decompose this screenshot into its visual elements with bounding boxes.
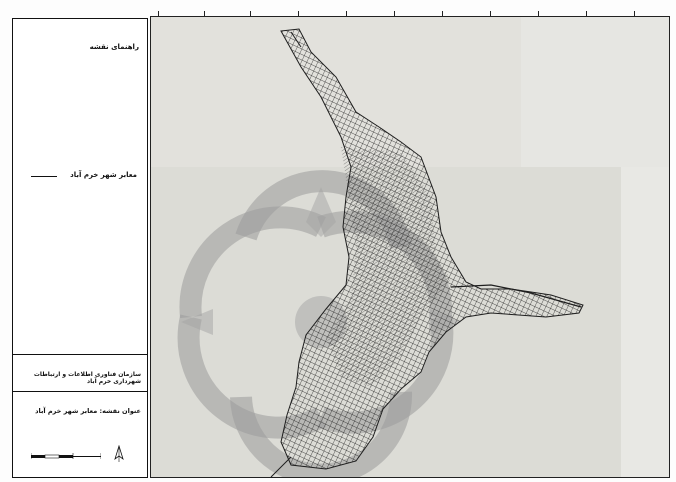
tick-mark	[442, 11, 443, 16]
tick-mark	[250, 11, 251, 16]
tick-mark	[634, 11, 635, 16]
map-title: عنوان نقشه: معابر شهر خرم آباد	[35, 407, 141, 415]
coordinate-ticks	[150, 0, 670, 16]
scale-bar-icon	[31, 453, 101, 459]
tick-mark	[586, 11, 587, 16]
north-arrow-icon	[114, 445, 124, 462]
tick-mark	[538, 11, 539, 16]
street-network	[270, 28, 584, 477]
legend-divider	[13, 391, 147, 392]
legend-panel: راهنمای نقشه معابر شهر خرم آباد سازمان ف…	[12, 18, 148, 478]
tick-mark	[346, 11, 347, 16]
tick-mark	[204, 11, 205, 16]
basemap-tile	[621, 167, 669, 477]
legend-title: راهنمای نقشه	[89, 43, 139, 51]
tick-mark	[158, 11, 159, 16]
organization-label: سازمان فناوری اطلاعات و ارتباطات شهرداری…	[33, 371, 141, 385]
basemap-tile	[521, 17, 669, 167]
legend-divider	[13, 354, 147, 355]
map-frame[interactable]	[150, 16, 670, 478]
legend-item-streets: معابر شهر خرم آباد	[23, 169, 139, 183]
legend-item-label: معابر شهر خرم آباد	[70, 171, 137, 179]
street-line-symbol	[31, 176, 57, 177]
tick-mark	[298, 11, 299, 16]
tick-mark	[394, 11, 395, 16]
tick-mark	[490, 11, 491, 16]
